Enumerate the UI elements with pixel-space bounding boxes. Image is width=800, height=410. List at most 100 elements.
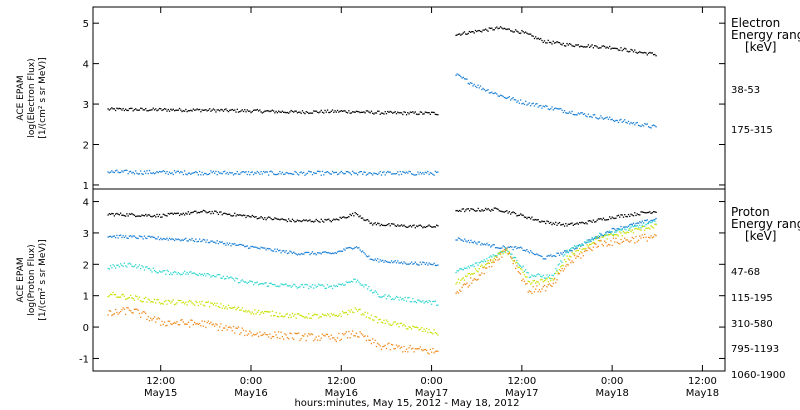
data-point bbox=[583, 250, 586, 252]
data-point bbox=[260, 334, 262, 337]
data-point bbox=[178, 172, 181, 174]
data-point bbox=[398, 112, 400, 114]
data-point bbox=[394, 173, 396, 175]
data-point bbox=[389, 225, 391, 227]
data-point bbox=[582, 244, 585, 246]
data-point bbox=[378, 222, 380, 225]
data-point bbox=[368, 286, 370, 288]
data-point bbox=[533, 105, 536, 107]
data-point bbox=[363, 286, 365, 288]
data-point bbox=[142, 214, 144, 217]
data-point bbox=[211, 240, 213, 242]
data-point bbox=[320, 109, 322, 112]
data-point bbox=[132, 171, 134, 174]
data-point bbox=[611, 234, 613, 236]
data-point bbox=[163, 321, 166, 323]
data-point bbox=[420, 111, 423, 113]
data-point bbox=[315, 313, 317, 316]
data-point bbox=[121, 236, 123, 239]
data-point bbox=[624, 232, 626, 234]
data-point bbox=[183, 110, 186, 112]
data-point bbox=[604, 234, 606, 237]
data-point bbox=[523, 280, 526, 283]
data-point bbox=[300, 112, 302, 114]
data-point bbox=[112, 291, 114, 294]
data-point bbox=[135, 108, 137, 110]
data-point bbox=[284, 251, 286, 253]
data-point bbox=[537, 273, 539, 275]
data-point bbox=[479, 261, 482, 263]
data-point bbox=[192, 303, 195, 305]
data-point bbox=[262, 170, 265, 173]
data-point bbox=[259, 331, 261, 333]
data-point bbox=[467, 32, 469, 35]
data-point bbox=[237, 173, 240, 175]
data-point bbox=[552, 109, 554, 111]
data-point bbox=[511, 30, 513, 32]
data-point bbox=[593, 242, 596, 245]
data-point bbox=[186, 323, 188, 325]
data-point bbox=[468, 30, 471, 33]
data-point bbox=[298, 220, 300, 222]
data-point bbox=[616, 215, 618, 217]
data-point bbox=[339, 283, 341, 286]
data-point bbox=[586, 241, 588, 243]
data-point bbox=[525, 31, 527, 33]
data-point bbox=[540, 279, 542, 281]
data-point bbox=[167, 173, 169, 175]
data-point bbox=[645, 224, 647, 226]
data-point bbox=[289, 250, 291, 252]
legend-title: [keV] bbox=[745, 40, 776, 54]
data-point bbox=[133, 173, 136, 175]
data-point bbox=[118, 296, 121, 298]
data-point bbox=[310, 171, 312, 173]
data-point bbox=[640, 51, 642, 54]
data-point bbox=[492, 209, 494, 212]
data-point bbox=[508, 246, 511, 248]
data-point bbox=[224, 242, 226, 245]
data-point bbox=[522, 214, 524, 216]
data-point bbox=[321, 170, 324, 173]
data-point bbox=[611, 47, 613, 49]
data-point bbox=[457, 210, 460, 213]
data-point bbox=[250, 171, 252, 174]
data-point bbox=[385, 298, 388, 300]
data-point bbox=[211, 109, 213, 111]
data-point bbox=[358, 111, 360, 113]
data-point bbox=[463, 78, 466, 80]
data-point bbox=[587, 239, 590, 241]
data-point bbox=[496, 208, 498, 210]
data-point bbox=[207, 320, 210, 322]
data-point bbox=[649, 51, 651, 54]
data-point bbox=[333, 337, 335, 339]
data-point bbox=[178, 239, 181, 241]
data-point bbox=[140, 107, 142, 109]
data-point bbox=[162, 269, 164, 272]
data-point bbox=[595, 238, 597, 240]
data-point bbox=[254, 109, 256, 111]
data-point bbox=[250, 332, 252, 334]
y-axis-label: log(Electron Flux) bbox=[27, 58, 37, 137]
data-point bbox=[270, 249, 272, 251]
data-point bbox=[477, 207, 479, 210]
data-point bbox=[335, 340, 337, 342]
data-point bbox=[311, 173, 314, 176]
data-point bbox=[219, 110, 221, 112]
data-point bbox=[193, 109, 196, 111]
data-point bbox=[565, 265, 567, 267]
data-point bbox=[491, 245, 493, 247]
data-point bbox=[582, 222, 585, 224]
data-point bbox=[455, 292, 457, 294]
data-point bbox=[528, 216, 531, 219]
data-point bbox=[173, 170, 176, 172]
data-point bbox=[215, 276, 217, 278]
data-point bbox=[324, 251, 326, 253]
data-point bbox=[128, 296, 131, 299]
data-point bbox=[477, 30, 479, 32]
data-point bbox=[138, 173, 141, 175]
data-point bbox=[370, 289, 373, 291]
series-47-68 bbox=[107, 207, 657, 229]
data-point bbox=[293, 315, 295, 317]
data-point bbox=[355, 110, 358, 112]
